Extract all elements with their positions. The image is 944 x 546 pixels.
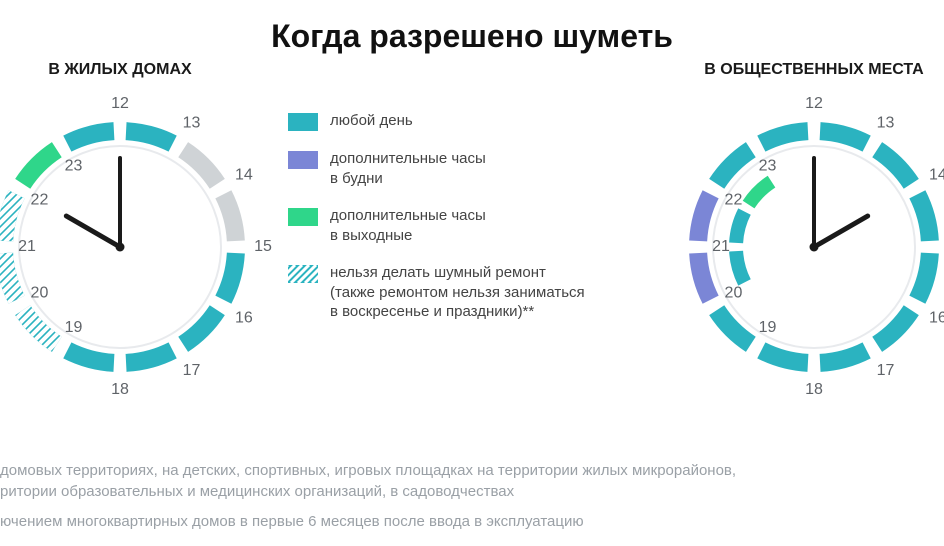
clock-pin: [810, 243, 819, 252]
legend-label: дополнительные часыв будни: [330, 149, 486, 188]
outer-seg-13: [872, 142, 919, 189]
legend-item-any_day: любой день: [288, 111, 624, 131]
legend-swatch-extra_weekend: [288, 208, 318, 226]
outer-seg-22: [709, 142, 756, 189]
outer-seg-19: [709, 305, 756, 352]
hour-label-21: 21: [18, 238, 36, 255]
clock-pin: [116, 243, 125, 252]
legend-item-extra_weekday: дополнительные часыв будни: [288, 149, 624, 188]
legend-item-no_repair: нельзя делать шумный ремонт(также ремонт…: [288, 263, 624, 322]
legend-label: нельзя делать шумный ремонт(также ремонт…: [330, 263, 585, 322]
page-title: Когда разрешено шуметь: [0, 18, 944, 55]
hour-label-23: 23: [65, 158, 83, 175]
clock-left: 12 13 14 15 16 17 18 19 20 21 22 23: [0, 87, 280, 407]
clock-left-block: В ЖИЛЫХ ДОМАХ 12 13 14 15 16 17 18 19 20 21 22 23: [0, 61, 280, 407]
legend: любой день дополнительные часыв будни допо…: [280, 111, 654, 322]
hour-label-21: 21: [712, 238, 730, 255]
outer-seg-13: [178, 142, 225, 189]
hour-label-14: 14: [235, 167, 253, 184]
outer-seg-22: [15, 142, 62, 189]
hour-label-22: 22: [31, 192, 49, 209]
hour-label-22: 22: [725, 192, 743, 209]
hour-label-23: 23: [759, 158, 777, 175]
legend-swatch-extra_weekday: [288, 151, 318, 169]
main-row: В ЖИЛЫХ ДОМАХ 12 13 14 15 16 17 18 19 20 21 22 23 л…: [0, 61, 944, 407]
legend-swatch-no_repair: [288, 265, 318, 283]
hour-label-13: 13: [183, 114, 201, 131]
legend-swatch-any_day: [288, 113, 318, 131]
clock-right: 121314151617181920212223: [654, 87, 944, 407]
clock-right-block: В ОБЩЕСТВЕННЫХ МЕСТА 1213141516171819202…: [654, 61, 944, 407]
hour-label-14: 14: [929, 167, 944, 184]
footnote-1: ючением многоквартирных домов в первые 6…: [0, 512, 924, 532]
hour-hand: [814, 216, 868, 247]
hour-label-16: 16: [235, 310, 253, 327]
hour-label-19: 19: [759, 319, 777, 336]
legend-label: любой день: [330, 111, 413, 131]
hour-label-15: 15: [254, 238, 272, 255]
hour-label-16: 16: [929, 310, 944, 327]
inner-seg-22: [743, 176, 776, 209]
hour-label-18: 18: [111, 381, 129, 398]
hour-label-12: 12: [805, 95, 823, 112]
clock-right-title: В ОБЩЕСТВЕННЫХ МЕСТА: [704, 61, 923, 79]
footnotes: домовых территориях, на детских, спортив…: [0, 461, 944, 532]
inner-seg-21: [729, 208, 751, 243]
hour-label-17: 17: [877, 362, 895, 379]
hour-label-13: 13: [877, 114, 895, 131]
hour-label-20: 20: [725, 285, 743, 302]
hour-label-20: 20: [31, 285, 49, 302]
clock-left-title: В ЖИЛЫХ ДОМАХ: [48, 61, 191, 79]
legend-item-extra_weekend: дополнительные часыв выходные: [288, 206, 624, 245]
hour-label-19: 19: [65, 319, 83, 336]
hour-label-18: 18: [805, 381, 823, 398]
inner-seg-20: [729, 251, 751, 286]
hour-hand: [66, 216, 120, 247]
hour-label-12: 12: [111, 95, 129, 112]
outer-seg-16: [872, 305, 919, 352]
footnote-0: домовых территориях, на детских, спортив…: [0, 461, 924, 502]
hour-label-17: 17: [183, 362, 201, 379]
outer-seg-16: [178, 305, 225, 352]
legend-label: дополнительные часыв выходные: [330, 206, 486, 245]
